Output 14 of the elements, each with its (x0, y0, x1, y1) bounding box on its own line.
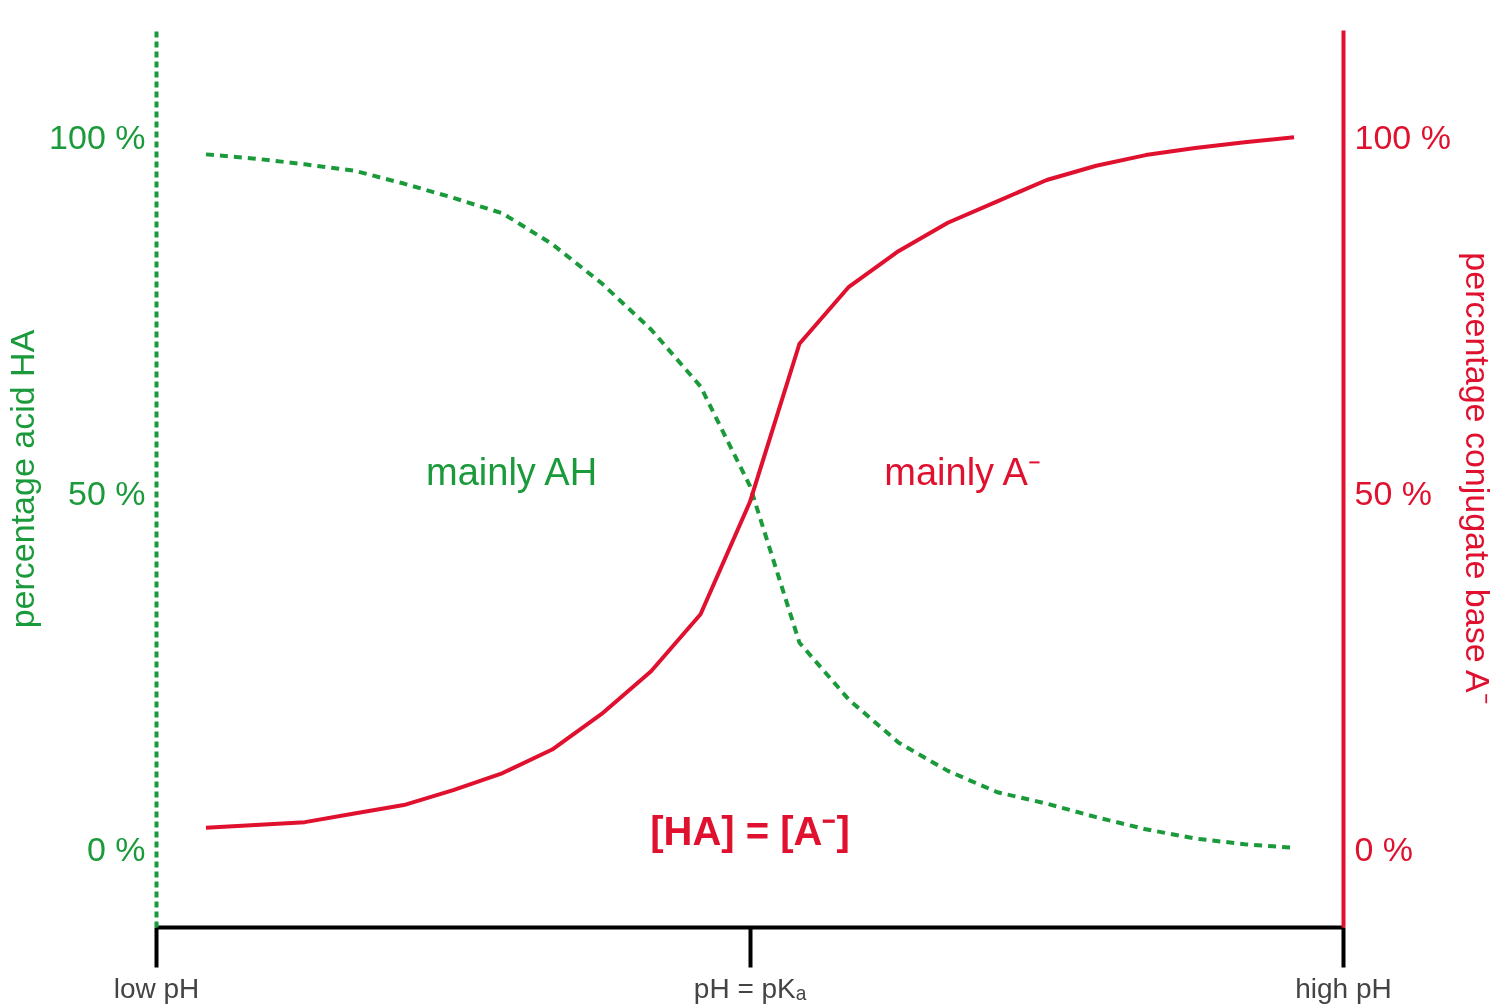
annotation: [HA] = [A⁻] (650, 808, 850, 853)
y-tick-label: 50 % (68, 474, 146, 513)
y2-axis-title: percentage conjugate base A⁻ (1458, 252, 1497, 704)
y2-tick-label: 100 % (1354, 118, 1451, 157)
x-tick-label: high pH (1295, 972, 1392, 1004)
y2-tick-label: 50 % (1354, 474, 1432, 513)
y-axis-title: percentage acid HA (3, 329, 42, 629)
y-tick-label: 100 % (49, 118, 146, 157)
annotation: mainly AH (426, 450, 598, 493)
y2-tick-label: 0 % (1354, 830, 1414, 869)
x-tick-label: low pH (113, 972, 200, 1004)
x-tick-label: pH = pKₐ (693, 972, 807, 1004)
annotation: mainly A⁻ (884, 450, 1041, 493)
y-tick-label: 0 % (86, 830, 146, 869)
